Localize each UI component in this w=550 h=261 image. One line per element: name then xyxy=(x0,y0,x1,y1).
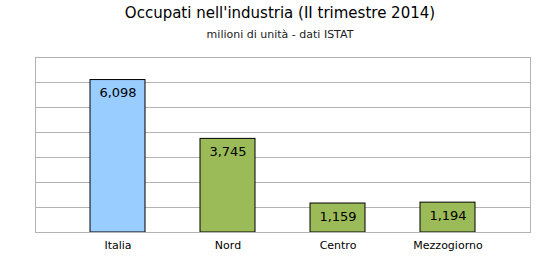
svg-text:Nord: Nord xyxy=(215,239,241,252)
svg-text:1,159: 1,159 xyxy=(319,209,356,224)
svg-text:Mezzogiorno: Mezzogiorno xyxy=(413,239,483,252)
html-text:milioni di unità - dati ISTAT: milioni di unità - dati ISTAT xyxy=(206,28,354,41)
svg-text:6,098: 6,098 xyxy=(99,85,136,100)
svg-text:1,194: 1,194 xyxy=(429,208,466,223)
html-text:Occupati nell'industria (II tr: Occupati nell'industria (II trimestre 20… xyxy=(124,4,436,22)
svg-text:3,745: 3,745 xyxy=(209,144,246,159)
svg-text:Centro: Centro xyxy=(320,239,357,252)
svg-text:Italia: Italia xyxy=(104,239,131,252)
